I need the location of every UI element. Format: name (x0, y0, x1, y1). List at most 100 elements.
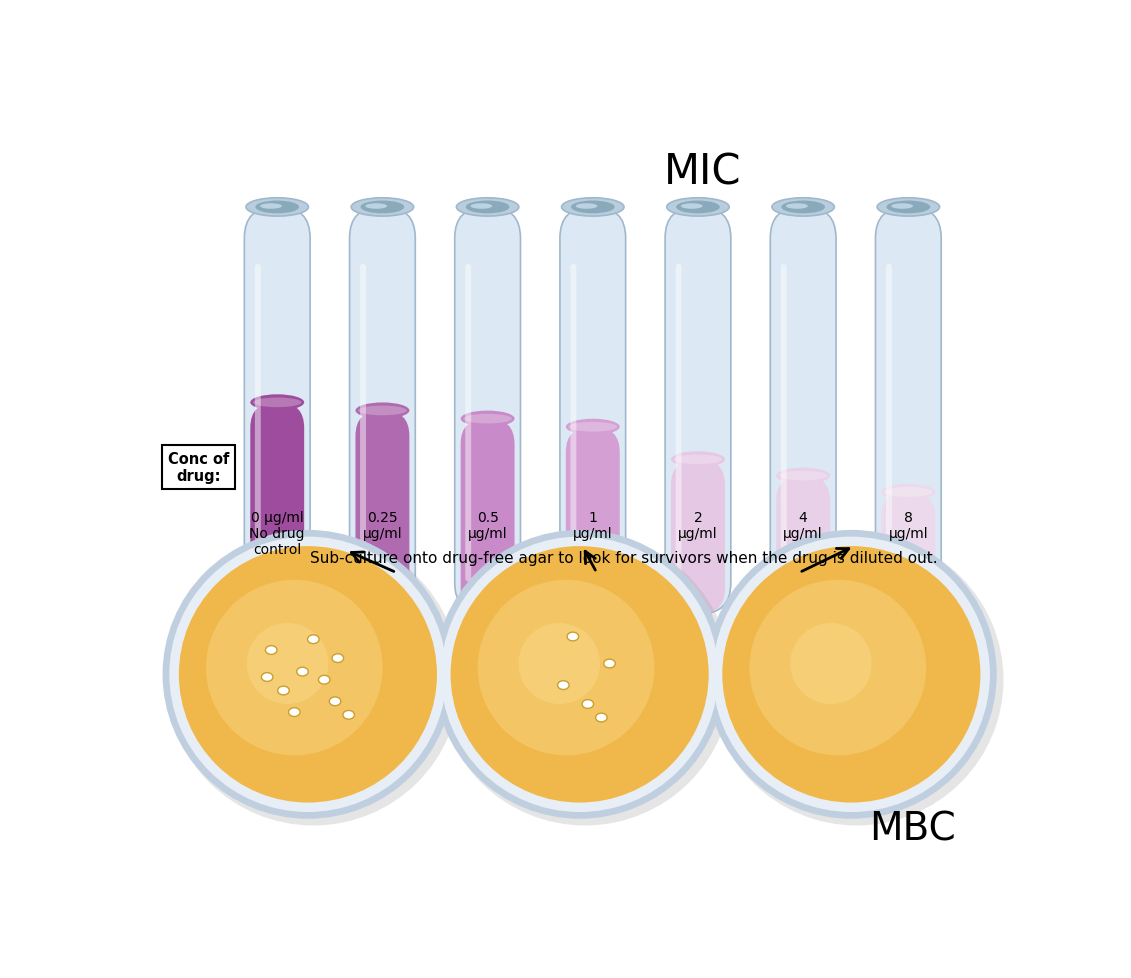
Ellipse shape (352, 199, 414, 217)
Text: 4
μg/ml: 4 μg/ml (784, 511, 823, 541)
Ellipse shape (457, 199, 519, 217)
FancyBboxPatch shape (665, 207, 731, 614)
Ellipse shape (786, 204, 808, 209)
FancyBboxPatch shape (250, 403, 304, 614)
FancyBboxPatch shape (675, 265, 682, 582)
Ellipse shape (464, 415, 512, 424)
Ellipse shape (256, 201, 299, 214)
Ellipse shape (569, 422, 618, 432)
FancyBboxPatch shape (360, 265, 366, 582)
FancyBboxPatch shape (455, 207, 520, 614)
Ellipse shape (460, 411, 515, 427)
Ellipse shape (566, 420, 620, 435)
Circle shape (434, 530, 725, 819)
Ellipse shape (671, 452, 725, 467)
Ellipse shape (887, 201, 930, 214)
Ellipse shape (782, 201, 824, 214)
Ellipse shape (776, 468, 830, 484)
FancyBboxPatch shape (460, 420, 515, 614)
Ellipse shape (772, 199, 835, 217)
Ellipse shape (676, 201, 719, 214)
FancyBboxPatch shape (770, 207, 836, 614)
Circle shape (439, 534, 732, 825)
Ellipse shape (355, 403, 409, 420)
FancyBboxPatch shape (570, 265, 577, 582)
Ellipse shape (596, 713, 607, 722)
Ellipse shape (288, 708, 300, 717)
Ellipse shape (558, 681, 569, 689)
FancyBboxPatch shape (886, 265, 892, 582)
Text: 8
μg/ml: 8 μg/ml (889, 511, 929, 541)
FancyBboxPatch shape (355, 411, 409, 614)
Ellipse shape (571, 201, 614, 214)
Ellipse shape (582, 700, 594, 709)
Circle shape (706, 530, 996, 819)
Ellipse shape (296, 668, 309, 677)
FancyBboxPatch shape (780, 265, 787, 582)
Text: 2
μg/ml: 2 μg/ml (679, 511, 718, 541)
Ellipse shape (884, 488, 933, 497)
Ellipse shape (470, 204, 492, 209)
Circle shape (791, 623, 872, 704)
Ellipse shape (365, 204, 387, 209)
Text: MIC: MIC (664, 152, 741, 194)
Ellipse shape (343, 711, 354, 720)
Ellipse shape (247, 199, 309, 217)
Circle shape (450, 547, 709, 803)
Ellipse shape (667, 199, 729, 217)
Text: MBC: MBC (870, 810, 956, 848)
Text: 1
μg/ml: 1 μg/ml (573, 511, 613, 541)
Circle shape (179, 547, 437, 803)
Ellipse shape (567, 633, 579, 642)
FancyBboxPatch shape (244, 207, 310, 614)
Circle shape (518, 623, 601, 704)
Ellipse shape (308, 635, 319, 644)
Ellipse shape (779, 471, 828, 481)
Ellipse shape (260, 204, 282, 209)
FancyBboxPatch shape (881, 492, 935, 614)
Circle shape (477, 580, 655, 756)
Ellipse shape (881, 484, 935, 501)
FancyBboxPatch shape (254, 265, 261, 582)
Circle shape (750, 580, 926, 756)
Ellipse shape (562, 199, 624, 217)
FancyBboxPatch shape (465, 265, 472, 582)
Circle shape (713, 537, 990, 812)
Circle shape (170, 537, 447, 812)
Ellipse shape (466, 201, 509, 214)
Ellipse shape (891, 204, 913, 209)
Text: 0 μg/ml
No drug
control: 0 μg/ml No drug control (250, 511, 305, 556)
Ellipse shape (576, 204, 597, 209)
Ellipse shape (319, 676, 330, 685)
Ellipse shape (333, 654, 344, 663)
Circle shape (247, 623, 328, 704)
Circle shape (163, 530, 454, 819)
Ellipse shape (329, 697, 340, 706)
Ellipse shape (253, 398, 302, 408)
Ellipse shape (604, 659, 615, 668)
FancyBboxPatch shape (671, 460, 725, 614)
Circle shape (441, 537, 718, 812)
Text: 0.5
μg/ml: 0.5 μg/ml (468, 511, 508, 541)
Ellipse shape (674, 455, 723, 465)
Ellipse shape (359, 406, 407, 416)
Text: 0.25
μg/ml: 0.25 μg/ml (363, 511, 403, 541)
Circle shape (723, 547, 981, 803)
Ellipse shape (261, 673, 273, 682)
FancyBboxPatch shape (776, 476, 830, 614)
FancyBboxPatch shape (560, 207, 625, 614)
Ellipse shape (266, 646, 277, 654)
Circle shape (710, 534, 1003, 825)
Ellipse shape (278, 687, 290, 695)
Ellipse shape (878, 199, 940, 217)
FancyBboxPatch shape (566, 427, 620, 614)
Text: Conc of
drug:: Conc of drug: (167, 452, 230, 484)
Circle shape (206, 580, 382, 756)
Ellipse shape (250, 395, 304, 411)
Ellipse shape (361, 201, 404, 214)
Ellipse shape (681, 204, 702, 209)
FancyBboxPatch shape (349, 207, 415, 614)
Circle shape (166, 534, 460, 825)
FancyBboxPatch shape (875, 207, 941, 614)
Text: Sub-culture onto drug-free agar to look for survivors when the drug is diluted o: Sub-culture onto drug-free agar to look … (310, 551, 938, 565)
